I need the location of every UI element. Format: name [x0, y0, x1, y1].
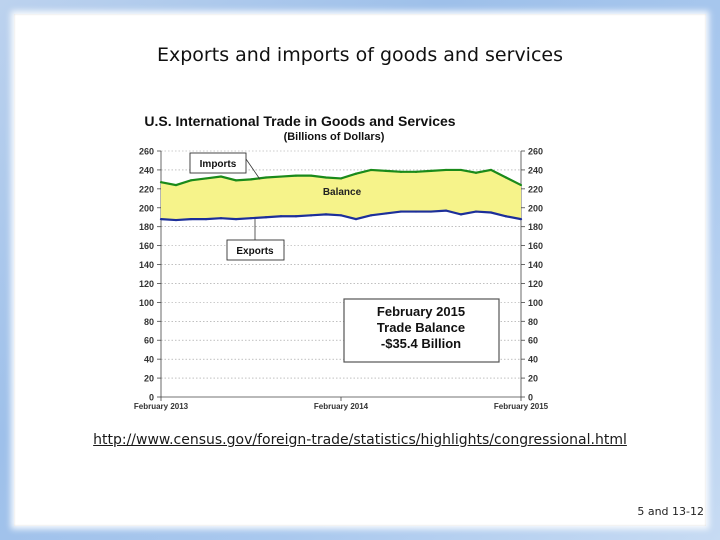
- page-reference: 5 and 13-12: [637, 505, 704, 518]
- trade-chart-svg: U.S. International Trade in Goods and Se…: [134, 113, 549, 411]
- data-point-imports: [459, 168, 463, 172]
- y-tick-label-right: 20: [528, 374, 538, 384]
- y-tick-label-left: 100: [139, 298, 154, 308]
- data-point-imports: [399, 170, 403, 173]
- data-point-exports: [489, 211, 493, 214]
- data-point-imports: [189, 179, 193, 182]
- trade-balance-line: February 2015: [377, 304, 465, 319]
- y-tick-label-left: 200: [139, 203, 154, 213]
- data-point-imports: [159, 181, 163, 184]
- y-tick-label-left: 20: [144, 374, 154, 384]
- y-tick-label-left: 160: [139, 241, 154, 251]
- data-point-imports: [174, 183, 178, 187]
- y-tick-label-right: 0: [528, 393, 533, 403]
- balance-area: [161, 169, 521, 221]
- data-point-exports: [309, 214, 313, 217]
- data-point-exports: [264, 216, 268, 219]
- x-tick-label: February 2014: [314, 402, 369, 411]
- data-point-imports: [384, 169, 388, 172]
- exports-callout-box: [226, 239, 285, 261]
- data-point-exports: [339, 214, 343, 217]
- data-point-imports: [324, 176, 328, 179]
- balance-label: Balance: [323, 187, 362, 198]
- y-tick-label-left: 240: [139, 165, 154, 175]
- y-tick-label-left: 0: [149, 393, 154, 403]
- x-tick-label: February 2013: [134, 402, 189, 411]
- data-point-exports: [429, 210, 433, 213]
- y-tick-label-left: 120: [139, 279, 154, 289]
- data-point-exports: [384, 212, 388, 215]
- data-point-imports: [354, 172, 358, 175]
- y-tick-label-left: 60: [144, 336, 154, 346]
- data-point-exports: [414, 210, 418, 213]
- trade-chart: U.S. International Trade in Goods and Se…: [124, 104, 568, 416]
- data-point-imports: [294, 174, 298, 177]
- trade-balance-line: Trade Balance: [377, 320, 465, 335]
- trade-balance-line: -$35.4 Billion: [381, 336, 461, 351]
- data-point-exports: [249, 217, 253, 220]
- imports-callout-label: Imports: [200, 159, 237, 170]
- data-point-imports: [369, 168, 373, 172]
- data-point-exports: [324, 213, 328, 216]
- chart-subtitle: (Billions of Dollars): [284, 131, 385, 143]
- data-point-imports: [234, 179, 238, 182]
- imports-callout-box: [189, 152, 247, 174]
- data-point-imports: [219, 175, 223, 178]
- data-point-imports: [489, 168, 493, 172]
- y-tick-label-right: 160: [528, 241, 543, 251]
- data-point-exports: [279, 215, 283, 218]
- y-tick-label-right: 180: [528, 222, 543, 232]
- data-point-exports: [159, 218, 163, 221]
- data-point-exports: [474, 210, 478, 213]
- data-point-imports: [414, 170, 418, 173]
- y-tick-label-right: 120: [528, 279, 543, 289]
- imports-callout-pointer: [245, 158, 261, 180]
- data-point-exports: [354, 218, 358, 221]
- y-tick-label-right: 40: [528, 355, 538, 365]
- data-point-imports: [339, 177, 343, 180]
- data-point-exports: [519, 218, 523, 221]
- data-point-imports: [429, 169, 433, 172]
- data-point-exports: [369, 214, 373, 217]
- y-tick-label-right: 200: [528, 203, 543, 213]
- y-tick-label-right: 240: [528, 165, 543, 175]
- data-point-exports: [219, 217, 223, 220]
- data-point-imports: [444, 168, 448, 172]
- y-tick-label-left: 80: [144, 317, 154, 327]
- data-point-exports: [444, 209, 448, 212]
- data-point-exports: [189, 218, 193, 221]
- data-point-imports: [279, 175, 283, 178]
- data-point-imports: [264, 176, 268, 179]
- y-tick-label-left: 220: [139, 184, 154, 194]
- data-point-imports: [204, 177, 208, 180]
- y-tick-label-left: 260: [139, 147, 154, 157]
- data-point-imports: [519, 183, 523, 187]
- trade-balance-box: [343, 298, 500, 363]
- y-tick-label-right: 100: [528, 298, 543, 308]
- source-url[interactable]: http://www.census.gov/foreign-trade/stat…: [93, 432, 627, 448]
- y-tick-label-right: 260: [528, 147, 543, 157]
- y-tick-label-left: 40: [144, 355, 154, 365]
- data-point-exports: [504, 215, 508, 218]
- y-tick-label-left: 140: [139, 260, 154, 270]
- y-tick-label-left: 180: [139, 222, 154, 232]
- data-point-imports: [474, 171, 478, 174]
- y-tick-label-right: 220: [528, 184, 543, 194]
- y-tick-label-right: 140: [528, 260, 543, 270]
- data-point-imports: [504, 176, 508, 179]
- data-point-exports: [174, 218, 178, 222]
- x-tick-label: February 2015: [494, 402, 549, 411]
- data-point-imports: [249, 178, 253, 181]
- y-tick-label-right: 60: [528, 336, 538, 346]
- data-point-imports: [309, 174, 313, 177]
- y-tick-label-right: 80: [528, 317, 538, 327]
- slide-title: Exports and imports of goods and service…: [157, 44, 563, 66]
- chart-title: U.S. International Trade in Goods and Se…: [144, 113, 455, 129]
- data-point-exports: [234, 218, 238, 221]
- data-point-exports: [294, 215, 298, 218]
- data-point-exports: [204, 218, 208, 221]
- data-point-exports: [399, 210, 403, 213]
- exports-callout-label: Exports: [236, 246, 274, 257]
- data-point-exports: [459, 213, 463, 216]
